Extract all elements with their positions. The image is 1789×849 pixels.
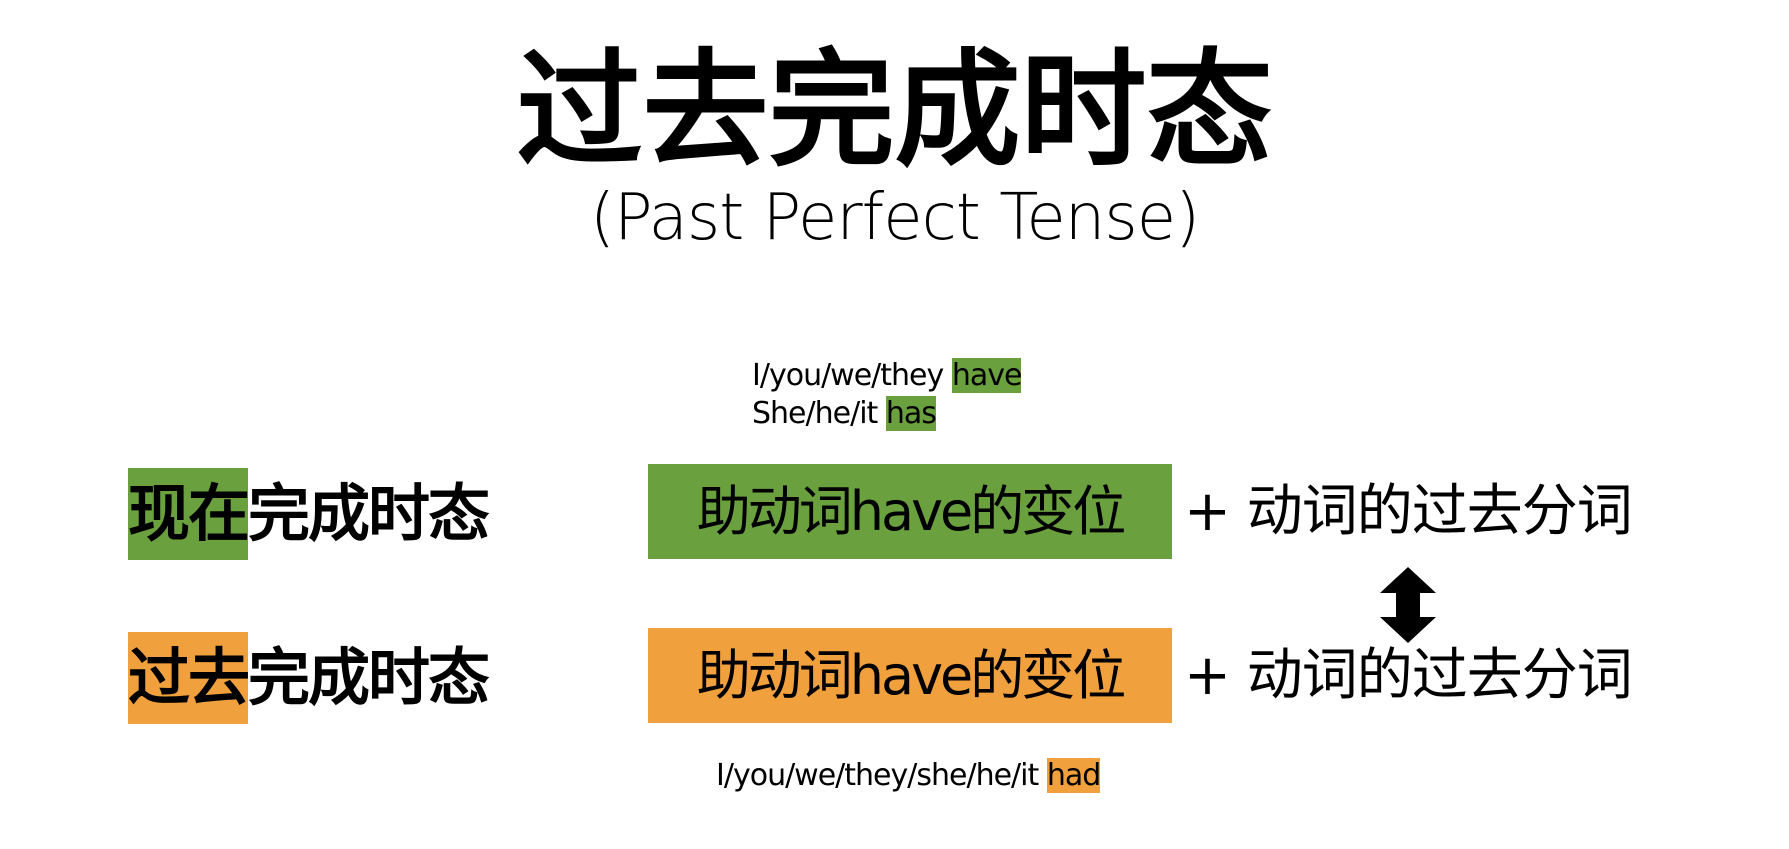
past-forms-subjects: I/you/we/they/she/he/it [716,758,1047,793]
present-forms-subjects-singular: She/he/it [752,396,886,431]
past-formula-rest: + 动词的过去分词 [1184,643,1633,708]
past-perfect-label: 过去完成时态 [128,632,490,724]
page-title: 过去完成时态 [516,36,1273,184]
aux-has-highlight: has [885,396,937,431]
aux-had-highlight: had [1046,758,1101,793]
present-aux-verb-box: 助动词have的变位 [648,464,1172,559]
present-forms-line-1: I/you/we/they have [752,356,1022,396]
aux-have-highlight: have [951,358,1022,393]
past-label-rest: 完成时态 [248,641,490,714]
present-forms-subjects-plural: I/you/we/they [752,358,952,393]
past-aux-verb-box: 助动词have的变位 [648,628,1172,723]
present-forms-line-2: She/he/it has [752,394,937,434]
past-label-highlight: 过去 [128,632,250,724]
past-forms-line: I/you/we/they/she/he/it had [716,756,1101,796]
present-label-highlight: 现在 [128,468,250,560]
present-perfect-label: 现在完成时态 [128,468,490,560]
present-label-rest: 完成时态 [248,477,490,550]
double-vertical-arrow-icon [1380,567,1436,643]
page-subtitle: (Past Perfect Tense) [589,181,1200,255]
present-formula-rest: + 动词的过去分词 [1184,479,1633,544]
